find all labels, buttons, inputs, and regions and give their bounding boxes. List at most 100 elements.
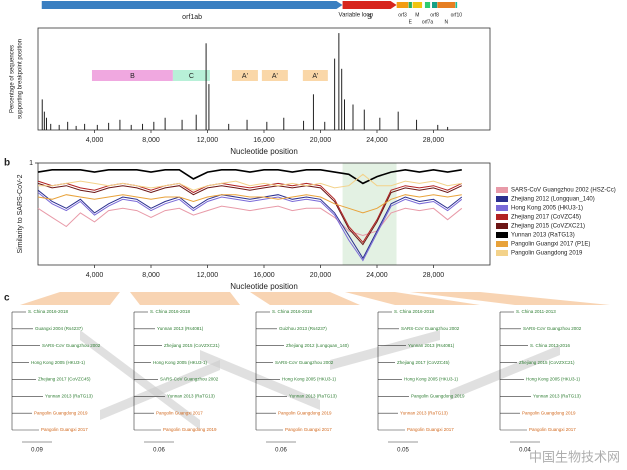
legend-label: Yunnan 2013 (RaTG13) [511, 233, 575, 239]
scale-label: 0.06 [275, 448, 287, 454]
x-tick-label: 28,000 [423, 137, 445, 144]
leaf-label: Pangolin Guangdong 2019 [522, 410, 576, 415]
leaf-label: Zhejiang 2017 (CoVZC45) [38, 377, 91, 382]
gene [437, 2, 456, 8]
x-tick-label: 20,000 [310, 272, 332, 279]
series-line [37, 189, 463, 260]
leaf-label: SARS-CoV Guangzhou 2002 [160, 377, 219, 382]
legend-swatch [496, 205, 508, 211]
legend-label: Hong Kong 2005 (HKU3-1) [511, 206, 583, 212]
legend-swatch [496, 241, 508, 247]
fan [410, 292, 610, 305]
gene-label: orf3 [398, 12, 407, 18]
gene-label: orf10 [451, 12, 463, 18]
y-axis-title: Percentage of sequences [10, 45, 16, 113]
leaf-label: S. China 2011-2013 [516, 309, 556, 314]
panel-label: c [4, 293, 10, 304]
y-axis-title: supporting breakpoint position [18, 39, 24, 119]
fan [250, 292, 360, 305]
x-axis-title: Nucleotide position [230, 282, 298, 291]
region-label: A' [242, 73, 248, 80]
legend-label: Pangolin Guangxi 2017 (P1E) [511, 242, 590, 248]
gene-label: orf8 [430, 12, 439, 18]
gene-label: S [367, 14, 372, 21]
band [80, 330, 200, 430]
legend-swatch [496, 250, 508, 256]
gene [424, 2, 431, 8]
region-label: A' [312, 73, 318, 80]
leaf-label: SARS-CoV Guangzhou 2002 [523, 326, 582, 331]
leaf-label: SARS-CoV Guangzhou 2002 [42, 343, 101, 348]
leaf-label: SARS-CoV Guangzhou 2002 [275, 360, 334, 365]
x-tick-label: 24,000 [366, 272, 388, 279]
legend-swatch [496, 223, 508, 229]
series-line [37, 205, 463, 237]
leaf-label: Pangolin Guangdong 2019 [34, 410, 88, 415]
series-line [37, 192, 463, 262]
leaf-label: Hong Kong 2005 (HKU3-1) [153, 360, 208, 365]
legend-label: SARS-CoV Guangzhou 2002 (HSZ-Cc) [511, 188, 616, 194]
leaf-label: Pangolin Guangdong 2019 [411, 393, 465, 398]
x-tick-label: 12,000 [197, 272, 219, 279]
band [330, 330, 440, 370]
annotation: Variable loop [339, 13, 374, 19]
leaf-label: Yunnan 2013 (RaTG13) [167, 393, 215, 398]
shaded-region [342, 163, 397, 265]
series-line [38, 173, 462, 191]
leaf-label: Yunnan 2013 (RaTG13) [533, 393, 581, 398]
leaf-label: Pangolin Guangdong 2019 [278, 410, 332, 415]
region-label: C [189, 73, 194, 80]
leaf-label: Guangxi 2004 (Rs4237) [35, 326, 83, 331]
leaf-label: Yunnan 2013 (RaTG13) [289, 393, 337, 398]
legend-label: Zhejiang 2015 (CoVZXC21) [511, 224, 585, 230]
leaf-label: S. China 2016-2018 [272, 309, 313, 314]
gene [455, 2, 458, 8]
gene [342, 1, 397, 9]
fan [20, 292, 120, 305]
leaf-label: Zhejiang 2012 (Longquan_140) [286, 343, 349, 348]
legend-swatch [496, 196, 508, 202]
leaf-label: Hong Kong 2005 (HKU3-1) [282, 377, 337, 382]
y-axis-title: Similarity to SARS-CoV-2 [17, 174, 24, 253]
plot-frame [37, 162, 491, 266]
series-line [37, 168, 462, 185]
legend-label: Zhejiang 2017 (CoVZC45) [511, 215, 581, 221]
x-tick-label: 8,000 [142, 137, 160, 144]
leaf-label: Zhejiang 2015 (CoVZXC21) [164, 343, 220, 348]
fan [345, 292, 480, 305]
region [231, 70, 258, 81]
leaf-label: Guizhou 2013 (Rs4237) [279, 326, 327, 331]
legend-label: Pangolin Guangdong 2019 [511, 251, 583, 257]
band [100, 360, 220, 420]
x-tick-label: 28,000 [423, 272, 445, 279]
leaf-label: Hong Kong 2005 (HKU3-1) [526, 377, 581, 382]
region [172, 70, 210, 81]
leaf-label: Hong Kong 2005 (HKU3-1) [31, 360, 86, 365]
y-tick-label: 1 [29, 160, 33, 167]
gene-label: N [444, 19, 448, 25]
fan [130, 292, 240, 305]
leaf-label: Zhejiang 2015 (CoVZXC21) [519, 360, 575, 365]
leaf-label: Pangolin Guangxi 2017 [156, 410, 203, 415]
region-label: B [130, 73, 135, 80]
legend-swatch [496, 232, 508, 238]
x-tick-label: 20,000 [310, 137, 332, 144]
x-axis-title: Nucleotide position [230, 147, 298, 156]
region-label: A' [272, 73, 278, 80]
leaf-label: Pangolin Guangdong 2019 [163, 427, 217, 432]
panel-label: b [4, 158, 10, 169]
gene-label: M [415, 12, 419, 18]
region [261, 70, 288, 81]
leaf-label: Yunnan 2013 (RaTG13) [400, 410, 448, 415]
leaf-label: S. China 2016-2018 [150, 309, 191, 314]
x-tick-label: 4,000 [86, 137, 104, 144]
scale-label: 0.05 [397, 448, 409, 454]
scale-label: 0.09 [31, 448, 43, 454]
scale-label: 0.04 [519, 448, 531, 454]
series-line [37, 182, 463, 246]
band [200, 350, 320, 410]
leaf-label: S. China 2013-2016 [530, 343, 571, 348]
leaf-label: Pangolin Guangxi 2017 [407, 427, 454, 432]
leaf-label: Pangolin Guangxi 2017 [285, 427, 332, 432]
